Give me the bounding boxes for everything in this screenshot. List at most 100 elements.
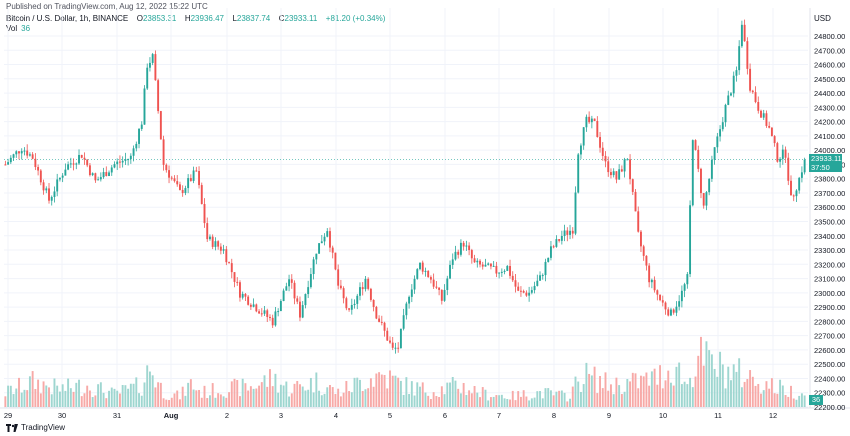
candle-body	[315, 253, 318, 260]
volume-bar	[86, 385, 89, 407]
volume-bar	[105, 398, 108, 407]
volume-bar	[424, 392, 427, 407]
volume-bar	[746, 379, 749, 407]
volume-bar	[593, 366, 596, 407]
candle-body	[596, 120, 599, 137]
candle-body	[217, 241, 220, 247]
candle-body	[449, 264, 451, 279]
volume-bar	[732, 364, 735, 407]
symbol-title[interactable]: Bitcoin / U.S. Dollar, 1h, BINANCE	[6, 14, 129, 23]
volume-bar	[187, 382, 190, 407]
candle-body	[419, 262, 421, 270]
volume-bar	[296, 380, 299, 407]
volume-bar	[459, 393, 462, 407]
volume-bar	[285, 381, 288, 407]
volume-bar	[162, 398, 165, 407]
volume-bar	[129, 383, 132, 407]
candle-body	[645, 255, 648, 266]
candle-body	[730, 93, 732, 96]
candle-body	[607, 161, 610, 173]
high-value: 23936.47	[190, 14, 224, 23]
candle-body	[620, 169, 623, 172]
volume-bar	[206, 398, 209, 407]
volume-bar	[724, 388, 727, 407]
candle-body	[157, 80, 160, 112]
volume-bar	[394, 375, 397, 407]
volume-bar	[391, 375, 394, 407]
candle-body	[18, 151, 20, 154]
volume-bar	[15, 388, 18, 407]
volume-bar	[168, 400, 170, 407]
candle-body	[301, 305, 304, 318]
volume-bar	[255, 388, 258, 407]
candle-body	[667, 309, 670, 316]
volume-bar	[318, 390, 321, 407]
volume-bar	[64, 390, 67, 407]
candle-body	[631, 179, 634, 192]
tradingview-logo-icon	[6, 423, 18, 432]
volume-bar	[749, 370, 752, 407]
low-value: 23837.74	[236, 14, 271, 23]
time-tick-label: 30	[58, 411, 66, 420]
volume-bar	[113, 388, 116, 407]
published-note: Published on TradingView.com, Aug 12, 20…	[6, 2, 208, 11]
volume-bar	[271, 386, 274, 407]
volume-bar	[337, 388, 340, 407]
candle-body	[446, 278, 449, 290]
candle-body	[173, 178, 176, 182]
volume-bar	[323, 393, 326, 407]
symbol-legend: Bitcoin / U.S. Dollar, 1h, BINANCE O2385…	[6, 14, 385, 23]
volume-bar	[67, 378, 70, 407]
candle-body	[533, 285, 536, 291]
volume-bar	[146, 365, 149, 407]
candle-body	[203, 203, 206, 224]
candle-body	[219, 246, 222, 251]
candle-body	[762, 113, 765, 118]
candle-body	[184, 188, 187, 194]
candle-body	[558, 239, 561, 241]
volume-bar	[214, 397, 217, 407]
volume-bar	[331, 387, 334, 407]
volume-bar	[307, 389, 310, 407]
volume-bar	[189, 379, 192, 407]
volume-bar	[659, 365, 662, 407]
time-tick-label: 5	[388, 411, 392, 420]
time-tick-label: 8	[552, 411, 556, 420]
candle-body	[760, 110, 762, 118]
volume-bar	[361, 390, 364, 407]
candle-body	[372, 299, 375, 307]
volume-bar	[590, 375, 593, 407]
price-tick-label: 22200.00	[814, 403, 845, 412]
volume-bar	[798, 395, 801, 407]
candle-body	[23, 150, 26, 152]
volume-bar	[69, 388, 72, 407]
candle-body	[732, 75, 735, 94]
candle-body	[473, 258, 476, 263]
volume-bar	[727, 366, 730, 407]
candle-body	[642, 246, 645, 256]
volume-bar	[339, 396, 342, 407]
candle-body	[105, 172, 108, 176]
candle-body	[618, 169, 621, 180]
candle-body	[350, 305, 353, 310]
volume-bar	[719, 351, 722, 407]
volume-bar	[364, 389, 367, 407]
volume-bar	[470, 393, 473, 407]
candle-body	[648, 265, 651, 283]
candle-body	[530, 290, 533, 293]
candle-body	[249, 304, 252, 307]
candle-body	[75, 163, 78, 165]
volume-bar	[629, 381, 632, 407]
candle-body	[735, 70, 738, 76]
candle-body	[320, 241, 323, 244]
volume-bar	[410, 381, 413, 407]
candle-body	[571, 230, 574, 234]
candle-body	[168, 170, 170, 178]
volume-bar	[315, 372, 318, 407]
volume-bar	[787, 396, 790, 407]
volume-bar	[367, 388, 370, 407]
volume-bar	[457, 388, 460, 407]
candle-body	[356, 295, 359, 304]
candle-body	[83, 157, 86, 160]
